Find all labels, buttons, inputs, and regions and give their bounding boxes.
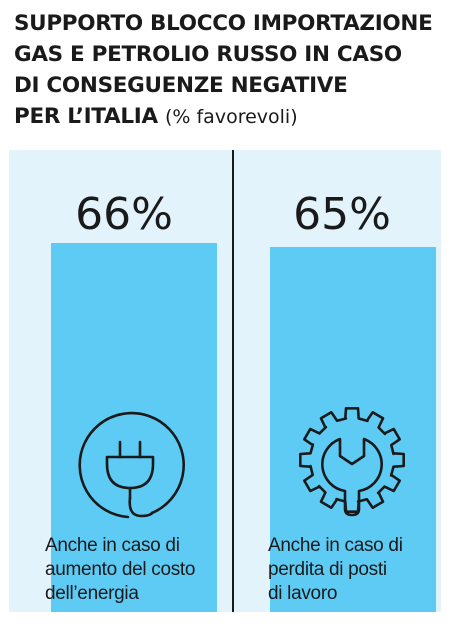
bar-energy-cost: [51, 243, 217, 612]
label-job-loss: Anche in caso di perdita di posti di lav…: [268, 534, 458, 606]
label-line: di lavoro: [268, 583, 338, 604]
title-line: DI CONSEGUENZE NEGATIVE: [14, 73, 348, 98]
chart-title: SUPPORTO BLOCCO IMPORTAZIONE GAS E PETRO…: [14, 8, 454, 133]
label-line: Anche in caso di: [45, 535, 180, 556]
title-line: SUPPORTO BLOCCO IMPORTAZIONE: [14, 11, 433, 36]
title-line: GAS E PETROLIO RUSSO IN CASO: [14, 42, 402, 67]
label-line: perdita di posti: [268, 559, 387, 580]
value-label-energy-cost: 66%: [75, 189, 173, 240]
value-label-job-loss: 65%: [293, 189, 391, 240]
label-line: aumento del costo: [45, 559, 196, 580]
title-unit: (% favorevoli): [164, 106, 298, 128]
title-line-last: PER L’ITALIA (% favorevoli): [14, 101, 454, 133]
column-divider: [232, 150, 234, 612]
gear-wrench-icon: [299, 407, 405, 517]
title-line-text: PER L’ITALIA: [14, 104, 158, 129]
plug-icon: [78, 411, 185, 519]
bar-job-loss: [270, 247, 436, 612]
label-line: Anche in caso di: [268, 535, 403, 556]
label-line: dell’energia: [45, 583, 139, 604]
label-energy-cost: Anche in caso di aumento del costo dell’…: [45, 534, 235, 606]
